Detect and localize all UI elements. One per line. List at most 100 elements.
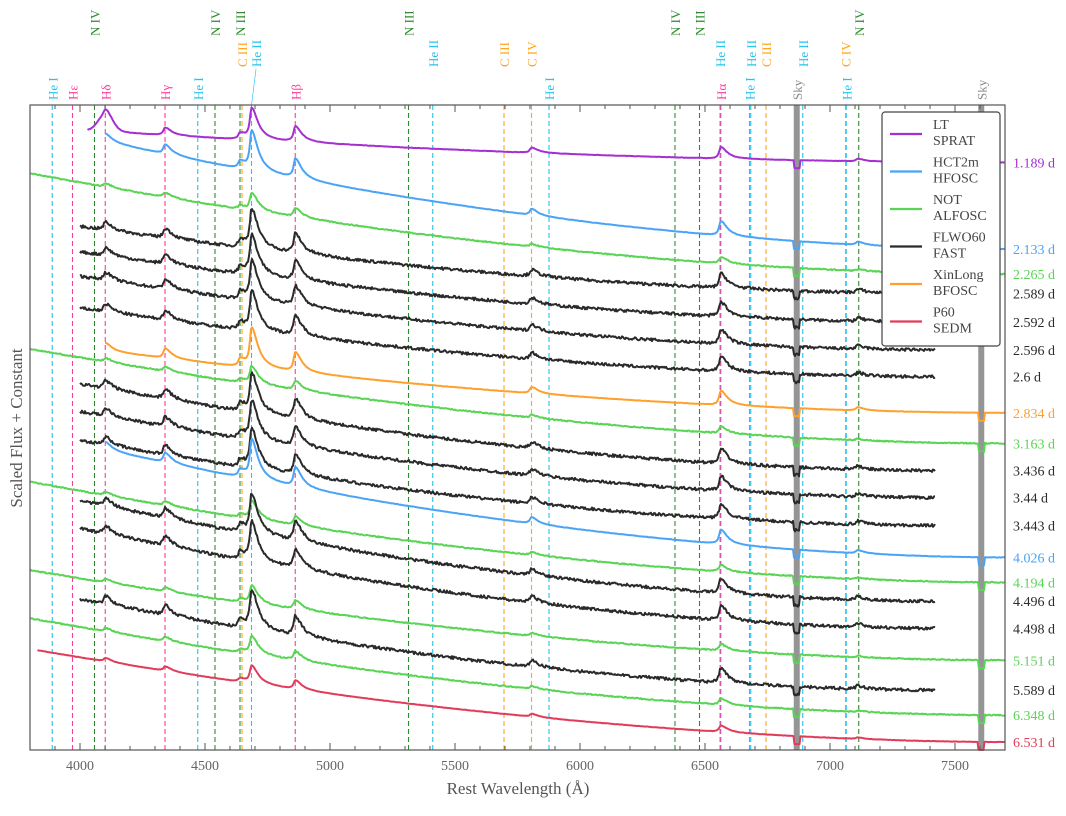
- legend-label: SEDM: [933, 322, 972, 337]
- line-marker-label: C III: [759, 42, 774, 67]
- y-axis-label: Scaled Flux + Constant: [7, 348, 26, 508]
- spectrum-line: [86, 106, 1005, 172]
- line-marker-label: Hδ: [98, 84, 113, 100]
- phase-label: 2.133 d: [1013, 243, 1055, 258]
- phase-label: 1.189 d: [1013, 156, 1055, 171]
- sky-band: [978, 105, 985, 750]
- phase-label: 6.348 d: [1013, 709, 1055, 724]
- spectrum-line: [29, 480, 1006, 592]
- spectrum-line: [79, 519, 936, 635]
- legend-label: BFOSC: [933, 284, 977, 299]
- line-marker-label: He I: [542, 77, 557, 100]
- x-tick-label: 4000: [66, 759, 94, 774]
- line-marker-leader: [251, 68, 257, 106]
- phase-label: 4.498 d: [1013, 622, 1055, 637]
- line-marker-label: He II: [796, 40, 811, 67]
- phase-label: 4.496 d: [1013, 595, 1055, 610]
- phase-label: 2.592 d: [1013, 316, 1055, 331]
- x-tick-label: 6000: [566, 759, 594, 774]
- legend-label: ALFOSC: [933, 209, 987, 224]
- phase-label: 3.44 d: [1013, 492, 1048, 507]
- spectrum-line: [29, 617, 1006, 725]
- line-marker-label: He II: [426, 40, 441, 67]
- line-marker-label: N IV: [668, 9, 683, 36]
- phase-labels: 1.189 d 2.133 d 2.265 d 2.589 d 2.592 d 2.596…: [1013, 156, 1055, 751]
- x-axis-label: Rest Wavelength (Å): [447, 779, 590, 798]
- spectrum-line: [37, 649, 1005, 751]
- legend-label: P60: [933, 306, 955, 321]
- spectra-series: [29, 106, 1006, 751]
- line-marker-label: C III: [235, 42, 250, 67]
- axis-ticks: 4000 4500 5000 5500 6000 6500 7000 7500: [29, 105, 1006, 774]
- x-tick-label: 4500: [191, 759, 219, 774]
- line-marker-label: He II: [713, 40, 728, 67]
- spectrum-line: [79, 589, 936, 697]
- spectrum-line: [79, 426, 936, 533]
- phase-label: 3.443 d: [1013, 520, 1055, 535]
- line-marker-label: Hβ: [288, 84, 303, 100]
- x-tick-label: 6500: [691, 759, 719, 774]
- phase-label: 2.589 d: [1013, 287, 1055, 302]
- phase-label: 3.436 d: [1013, 465, 1055, 480]
- line-marker-label: Hα: [714, 84, 729, 100]
- legend-label: LT: [933, 118, 949, 133]
- phase-label: 2.596 d: [1013, 344, 1055, 359]
- line-marker-label: He I: [45, 77, 60, 100]
- spectrum-line: [79, 493, 936, 608]
- line-marker-label: Sky: [790, 79, 805, 100]
- line-marker-label: He II: [249, 40, 264, 67]
- line-marker-label: N IV: [852, 9, 867, 36]
- line-marker-label: N III: [402, 10, 417, 36]
- legend-label: XinLong: [933, 268, 984, 283]
- phase-label: 5.151 d: [1013, 654, 1055, 669]
- line-marker-label: C III: [497, 42, 512, 67]
- legend-label: FLWO60: [933, 231, 986, 246]
- sky-band: [793, 105, 800, 750]
- phase-label: 4.026 d: [1013, 551, 1055, 566]
- x-tick-label: 7000: [816, 759, 844, 774]
- line-marker-label: Sky: [974, 79, 989, 100]
- spectrum-line: [104, 326, 1006, 422]
- line-marker-label: Hγ: [158, 85, 173, 100]
- line-marker-label: Hε: [66, 85, 81, 100]
- spectrum-line: [29, 348, 1006, 453]
- line-marker-label: He I: [743, 77, 758, 100]
- x-tick-label: 5500: [441, 759, 469, 774]
- spectrum-line: [79, 371, 936, 478]
- spectrum-line: [79, 399, 936, 505]
- phase-label: 4.194 d: [1013, 576, 1055, 591]
- line-marker-label: He I: [191, 77, 206, 100]
- x-tick-label: 5000: [316, 759, 344, 774]
- spectrum-line: [79, 208, 936, 301]
- legend-label: HCT2m: [933, 156, 979, 171]
- spectrum-line: [79, 258, 936, 357]
- phase-label: 2.6 d: [1013, 371, 1041, 386]
- spectrum-line: [104, 438, 1005, 567]
- phase-label: 6.531 d: [1013, 736, 1055, 751]
- phase-label: 2.265 d: [1013, 268, 1055, 283]
- line-marker-label: C IV: [839, 41, 854, 67]
- phase-label: 3.163 d: [1013, 437, 1055, 452]
- plot-frame: [29, 104, 1006, 751]
- legend-label: SPRAT: [933, 134, 975, 149]
- spectrum-line: [79, 289, 936, 385]
- line-marker-label: He I: [839, 77, 854, 100]
- line-marker-label: C IV: [525, 41, 540, 67]
- line-marker-label: N III: [233, 10, 248, 36]
- line-marker-label: He II: [744, 40, 759, 67]
- spectrum-line: [79, 232, 935, 330]
- phase-label: 5.589 d: [1013, 684, 1055, 699]
- x-tick-label: 7500: [941, 759, 969, 774]
- legend-label: HFOSC: [933, 172, 978, 187]
- spectrum-line: [29, 568, 1006, 670]
- line-marker-label: N III: [693, 10, 708, 36]
- spectrum-line: [29, 172, 1006, 284]
- spectrum-line: [104, 129, 1006, 258]
- line-marker-label: N IV: [208, 9, 223, 36]
- line-marker-label: N IV: [88, 9, 103, 36]
- phase-label: 2.834 d: [1013, 407, 1055, 422]
- legend-label: NOT: [933, 193, 962, 208]
